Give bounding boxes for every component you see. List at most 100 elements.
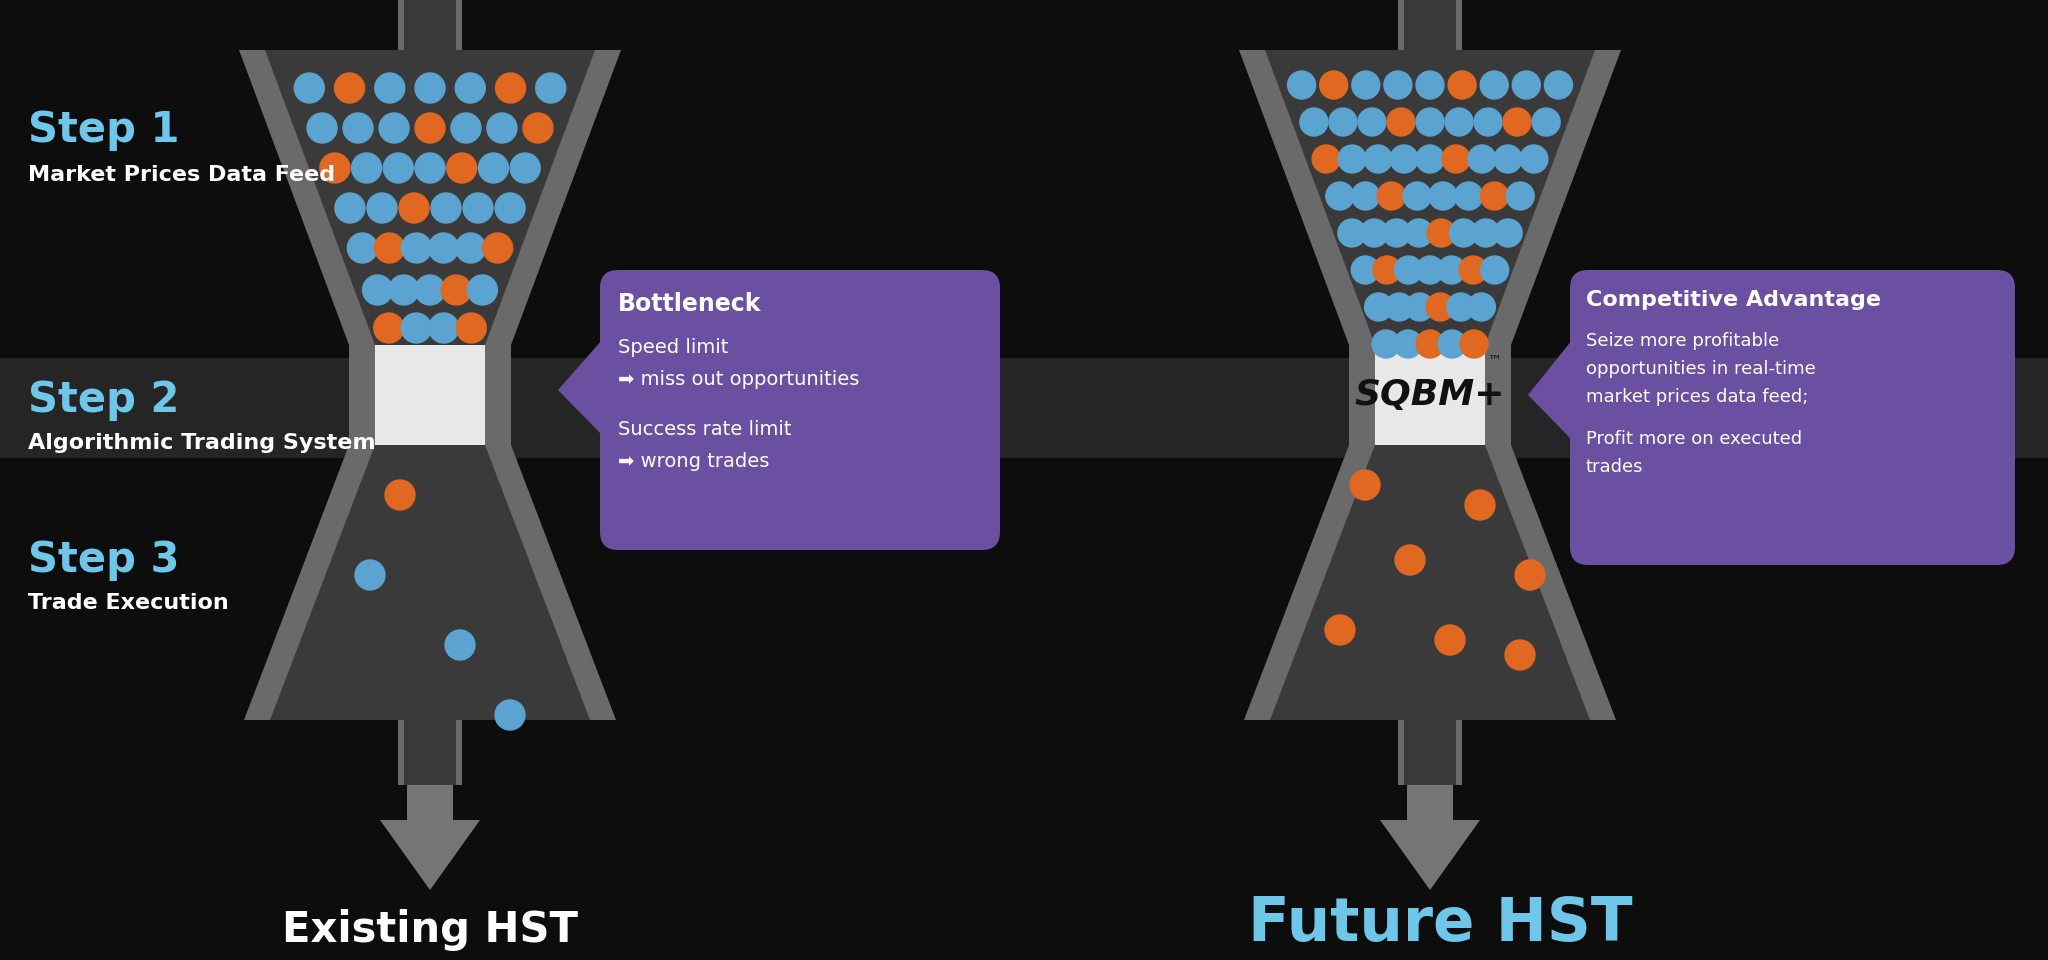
Circle shape — [1475, 108, 1501, 136]
Circle shape — [1427, 219, 1456, 247]
FancyBboxPatch shape — [600, 270, 999, 550]
Circle shape — [336, 193, 365, 223]
Circle shape — [1446, 293, 1475, 321]
Circle shape — [1358, 108, 1386, 136]
Bar — [397, 715, 463, 785]
Polygon shape — [1528, 340, 1573, 440]
Text: Bottleneck: Bottleneck — [618, 292, 762, 316]
Bar — [403, 715, 457, 785]
Circle shape — [352, 153, 381, 183]
Text: ➡ wrong trades: ➡ wrong trades — [618, 452, 770, 471]
Circle shape — [389, 275, 418, 305]
Circle shape — [1468, 145, 1495, 173]
Circle shape — [1516, 560, 1544, 590]
Circle shape — [1464, 490, 1495, 520]
Circle shape — [1430, 182, 1456, 210]
Circle shape — [416, 73, 444, 103]
Circle shape — [416, 113, 444, 143]
Circle shape — [1415, 145, 1444, 173]
Text: Profit more on executed: Profit more on executed — [1585, 430, 1802, 448]
Polygon shape — [1270, 445, 1589, 720]
Circle shape — [348, 233, 377, 263]
Polygon shape — [244, 445, 616, 720]
Text: Competitive Advantage: Competitive Advantage — [1585, 290, 1880, 310]
Circle shape — [1384, 293, 1413, 321]
Circle shape — [463, 193, 494, 223]
Circle shape — [1415, 108, 1444, 136]
Bar — [1399, 715, 1462, 785]
Circle shape — [451, 113, 481, 143]
Bar — [397, 0, 463, 55]
Polygon shape — [381, 780, 479, 890]
Circle shape — [383, 153, 414, 183]
Circle shape — [1454, 182, 1483, 210]
Circle shape — [1352, 182, 1380, 210]
Polygon shape — [1239, 50, 1622, 345]
Text: ➡ miss out opportunities: ➡ miss out opportunities — [618, 370, 860, 389]
Circle shape — [487, 113, 516, 143]
Text: Trade Execution: Trade Execution — [29, 593, 229, 613]
Circle shape — [373, 313, 403, 343]
Circle shape — [440, 275, 471, 305]
Circle shape — [1425, 293, 1454, 321]
Circle shape — [1405, 293, 1434, 321]
Text: trades: trades — [1585, 458, 1642, 476]
Circle shape — [496, 73, 526, 103]
Circle shape — [1391, 145, 1417, 173]
Circle shape — [444, 630, 475, 660]
Circle shape — [1473, 219, 1499, 247]
Circle shape — [1415, 256, 1444, 284]
Circle shape — [1458, 256, 1487, 284]
Text: Step 2: Step 2 — [29, 379, 180, 421]
Circle shape — [1325, 615, 1356, 645]
Circle shape — [1415, 71, 1444, 99]
Circle shape — [1505, 182, 1534, 210]
Bar — [348, 345, 512, 445]
Polygon shape — [1266, 50, 1595, 345]
Circle shape — [1503, 108, 1532, 136]
Circle shape — [416, 153, 444, 183]
Text: Step 3: Step 3 — [29, 539, 180, 581]
Text: Seize more profitable: Seize more profitable — [1585, 332, 1780, 350]
Circle shape — [537, 73, 565, 103]
Circle shape — [428, 313, 459, 343]
Text: SQBM+: SQBM+ — [1354, 378, 1505, 412]
Circle shape — [1386, 108, 1415, 136]
Circle shape — [385, 480, 416, 510]
Bar — [1399, 0, 1462, 55]
Circle shape — [1460, 330, 1489, 358]
Circle shape — [379, 113, 410, 143]
Circle shape — [1544, 71, 1573, 99]
Circle shape — [428, 233, 459, 263]
Circle shape — [1495, 219, 1522, 247]
Circle shape — [1337, 145, 1366, 173]
Bar — [375, 345, 485, 445]
Bar — [1405, 715, 1456, 785]
Circle shape — [375, 73, 406, 103]
Circle shape — [1300, 108, 1327, 136]
Circle shape — [1372, 330, 1401, 358]
Circle shape — [1436, 625, 1464, 655]
Text: opportunities in real-time: opportunities in real-time — [1585, 360, 1817, 378]
Circle shape — [401, 313, 432, 343]
Circle shape — [1511, 71, 1540, 99]
Circle shape — [1466, 293, 1495, 321]
Polygon shape — [240, 50, 621, 345]
Text: market prices data feed;: market prices data feed; — [1585, 388, 1808, 406]
Circle shape — [1288, 71, 1315, 99]
Circle shape — [334, 73, 365, 103]
FancyBboxPatch shape — [1571, 270, 2015, 565]
Polygon shape — [264, 50, 596, 345]
Circle shape — [1372, 256, 1401, 284]
Circle shape — [1493, 145, 1522, 173]
Circle shape — [1448, 71, 1477, 99]
Circle shape — [457, 313, 485, 343]
Circle shape — [399, 193, 428, 223]
Circle shape — [344, 113, 373, 143]
Circle shape — [1325, 182, 1354, 210]
Circle shape — [1352, 71, 1380, 99]
Circle shape — [1481, 256, 1509, 284]
Circle shape — [1446, 108, 1473, 136]
Circle shape — [446, 153, 477, 183]
Text: Speed limit: Speed limit — [618, 338, 729, 357]
